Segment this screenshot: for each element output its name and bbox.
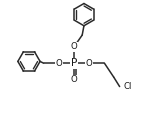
Text: O: O xyxy=(71,75,77,84)
Text: Cl: Cl xyxy=(124,82,132,91)
Text: O: O xyxy=(55,59,62,68)
Text: P: P xyxy=(71,58,77,68)
Text: O: O xyxy=(71,42,77,51)
Text: O: O xyxy=(86,59,93,68)
